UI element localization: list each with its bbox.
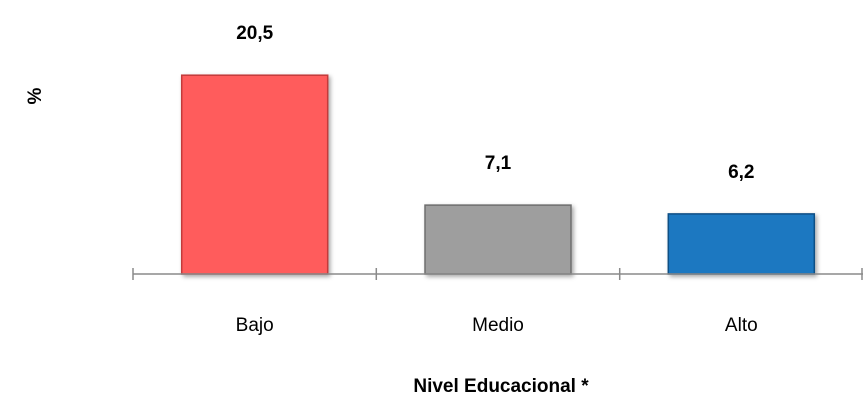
- tick-label-medio: Medio: [472, 315, 524, 336]
- y-axis-title: %: [25, 87, 46, 104]
- tick-label-bajo: Bajo: [236, 315, 274, 336]
- x-axis-tick-labels: Bajo Medio Alto: [236, 315, 758, 336]
- bars-group: [180, 74, 816, 275]
- tick-label-alto: Alto: [725, 315, 758, 336]
- data-label-alto: 6,2: [728, 162, 754, 183]
- data-label-medio: 7,1: [485, 153, 512, 174]
- x-axis-title: Nivel Educacional *: [413, 376, 589, 397]
- bar-medio: [424, 204, 572, 275]
- data-label-bajo: 20,5: [236, 23, 273, 44]
- bar-bajo: [180, 74, 329, 275]
- data-labels-group: 20,5 7,1 6,2: [236, 23, 754, 183]
- bar-alto: [667, 213, 816, 275]
- x-axis-ticks: [132, 268, 863, 280]
